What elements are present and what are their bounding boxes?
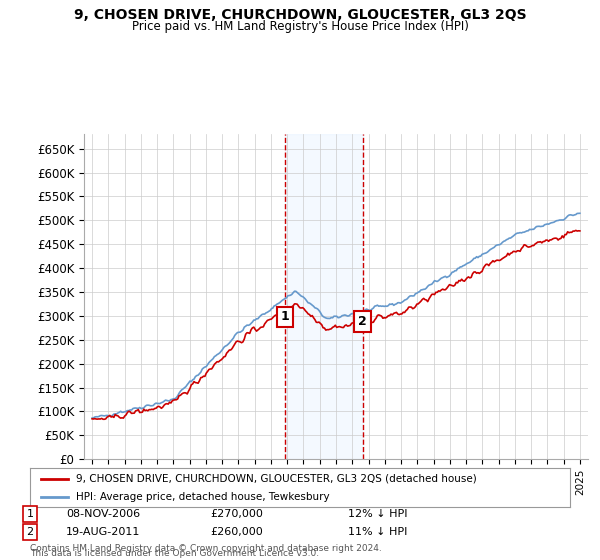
Text: 08-NOV-2006: 08-NOV-2006 bbox=[66, 509, 140, 519]
Text: £270,000: £270,000 bbox=[210, 509, 263, 519]
Text: 9, CHOSEN DRIVE, CHURCHDOWN, GLOUCESTER, GL3 2QS: 9, CHOSEN DRIVE, CHURCHDOWN, GLOUCESTER,… bbox=[74, 8, 526, 22]
Text: 2: 2 bbox=[358, 315, 367, 328]
Text: 9, CHOSEN DRIVE, CHURCHDOWN, GLOUCESTER, GL3 2QS (detached house): 9, CHOSEN DRIVE, CHURCHDOWN, GLOUCESTER,… bbox=[76, 474, 476, 484]
Text: 12% ↓ HPI: 12% ↓ HPI bbox=[348, 509, 407, 519]
Text: 1: 1 bbox=[26, 509, 34, 519]
Text: £260,000: £260,000 bbox=[210, 527, 263, 537]
Text: This data is licensed under the Open Government Licence v3.0.: This data is licensed under the Open Gov… bbox=[30, 549, 319, 558]
Text: 2: 2 bbox=[26, 527, 34, 537]
Text: 19-AUG-2011: 19-AUG-2011 bbox=[66, 527, 140, 537]
Text: 1: 1 bbox=[281, 310, 289, 323]
Text: 11% ↓ HPI: 11% ↓ HPI bbox=[348, 527, 407, 537]
Text: Price paid vs. HM Land Registry's House Price Index (HPI): Price paid vs. HM Land Registry's House … bbox=[131, 20, 469, 32]
Bar bbox=[285, 134, 362, 459]
Text: Contains HM Land Registry data © Crown copyright and database right 2024.: Contains HM Land Registry data © Crown c… bbox=[30, 544, 382, 553]
Text: HPI: Average price, detached house, Tewkesbury: HPI: Average price, detached house, Tewk… bbox=[76, 492, 329, 502]
